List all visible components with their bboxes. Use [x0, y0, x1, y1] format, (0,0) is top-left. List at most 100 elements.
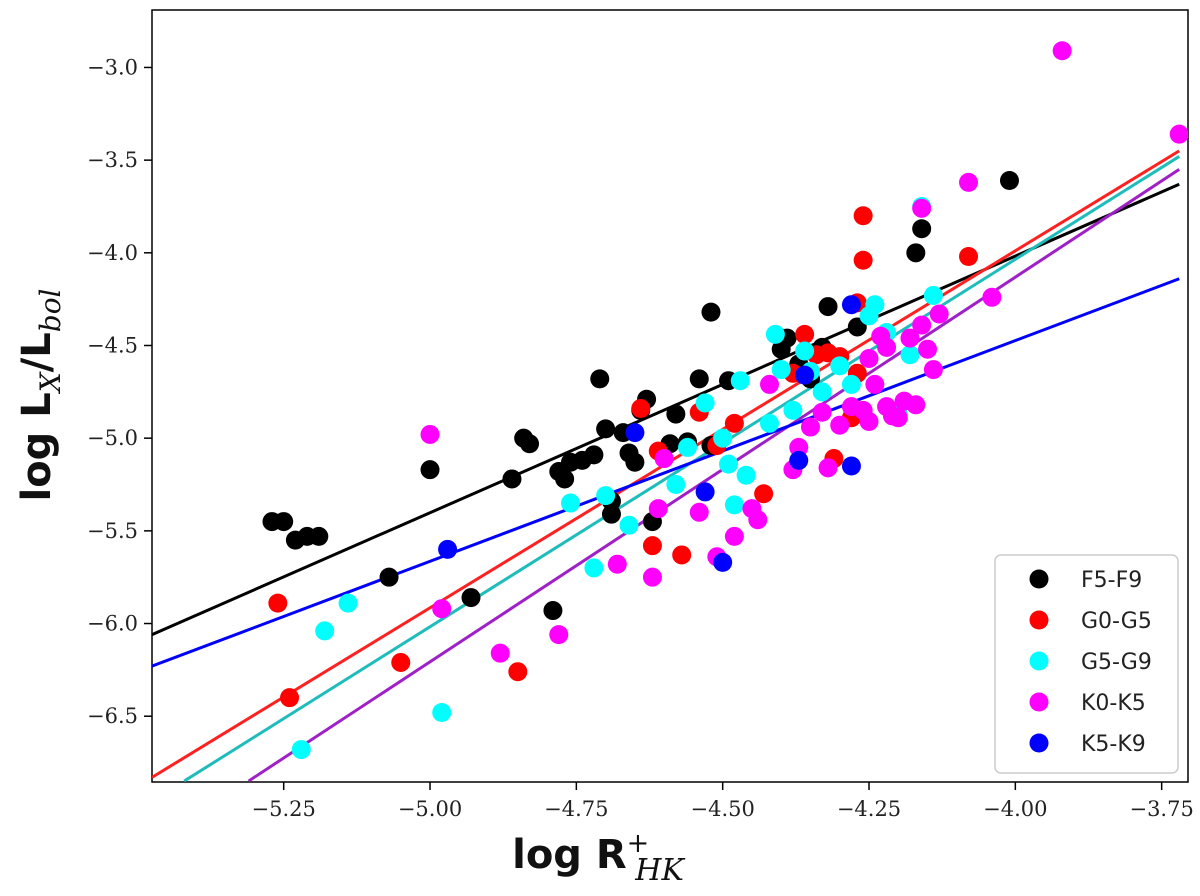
y-tick-label: −5.5: [87, 519, 138, 543]
y-tick-label: −3.0: [87, 55, 138, 79]
point-k5-k9: [841, 295, 861, 315]
point-k0-k5: [490, 643, 510, 663]
x-tick-label: −3.75: [1129, 797, 1193, 821]
point-k5-k9: [625, 423, 645, 443]
point-k0-k5: [648, 499, 668, 519]
point-k0-k5: [923, 360, 943, 380]
point-g0-g5: [853, 206, 873, 226]
x-tick-label: −4.00: [983, 797, 1047, 821]
point-f5-f9: [906, 243, 926, 263]
x-axis-title: log R+ HK: [512, 828, 685, 888]
point-k0-k5: [549, 625, 569, 645]
point-k0-k5: [818, 458, 838, 478]
x-axis-title-sub: HK: [634, 853, 685, 888]
point-k0-k5: [748, 510, 768, 530]
point-g5-g9: [584, 558, 604, 578]
point-f5-f9: [274, 512, 294, 532]
point-k0-k5: [888, 408, 908, 428]
fit-line-k0-k5: [247, 168, 1181, 782]
legend-label-g0-g5: G0-G5: [1081, 609, 1152, 634]
point-k0-k5: [900, 328, 920, 348]
y-axis-title-sub2: bol: [34, 288, 67, 332]
y-tick-label: −6.5: [87, 704, 138, 728]
point-k0-k5: [830, 415, 850, 435]
point-g5-g9: [830, 356, 850, 376]
point-k0-k5: [654, 449, 674, 469]
point-k5-k9: [795, 365, 815, 385]
point-k0-k5: [607, 554, 627, 574]
point-g5-g9: [760, 413, 780, 433]
y-axis-title-slash: /L: [14, 332, 60, 372]
point-k0-k5: [800, 417, 820, 437]
point-k0-k5: [859, 411, 879, 431]
point-g0-g5: [268, 593, 288, 613]
point-k0-k5: [642, 567, 662, 587]
data-points: [262, 41, 1188, 760]
x-axis: −5.25 −5.00 −4.75 −4.50 −4.25 −4.00 −3.75: [252, 782, 1194, 821]
legend-marker-g0-g5: [1029, 610, 1049, 630]
point-g0-g5: [642, 536, 662, 556]
point-f5-f9: [555, 469, 575, 489]
point-g0-g5: [280, 688, 300, 708]
point-k5-k9: [438, 539, 458, 559]
point-k0-k5: [859, 348, 879, 368]
point-g0-g5: [754, 484, 774, 504]
point-f5-f9: [912, 219, 932, 239]
legend: F5-F9 G0-G5 G5-G9 K0-K5 K5-K9: [994, 554, 1179, 774]
point-k0-k5: [420, 424, 440, 444]
point-f5-f9: [666, 404, 686, 424]
point-f5-f9: [420, 460, 440, 480]
point-g5-g9: [619, 515, 639, 535]
point-k0-k5: [912, 315, 932, 335]
point-g5-g9: [666, 475, 686, 495]
point-g5-g9: [719, 454, 739, 474]
point-f5-f9: [601, 504, 621, 524]
point-g5-g9: [338, 593, 358, 613]
point-f5-f9: [379, 567, 399, 587]
point-g5-g9: [900, 345, 920, 365]
point-g0-g5: [724, 413, 744, 433]
point-g5-g9: [736, 465, 756, 485]
fit-line-k5-k9: [152, 277, 1180, 668]
y-axis: −6.5 −6.0 −5.5 −5.0 −4.5 −4.0 −3.5 −3.0: [87, 55, 152, 728]
point-f5-f9: [584, 445, 604, 465]
point-k5-k9: [713, 552, 733, 572]
legend-label-f5-f9: F5-F9: [1081, 568, 1142, 593]
point-f5-f9: [502, 469, 522, 489]
point-g5-g9: [291, 740, 311, 760]
point-k0-k5: [877, 337, 897, 357]
legend-label-g5-g9: G5-G9: [1081, 650, 1152, 675]
point-g0-g5: [391, 652, 411, 672]
point-g0-g5: [508, 662, 528, 682]
point-g5-g9: [771, 360, 791, 380]
point-g5-g9: [678, 437, 698, 457]
point-g5-g9: [923, 285, 943, 305]
point-k0-k5: [1052, 41, 1072, 61]
y-tick-label: −4.0: [87, 241, 138, 265]
point-g5-g9: [695, 393, 715, 413]
point-g0-g5: [672, 545, 692, 565]
fit-line-f5-f9: [152, 182, 1180, 637]
point-k0-k5: [1169, 124, 1188, 144]
point-g5-g9: [315, 621, 335, 641]
x-axis-title-sup: +: [627, 828, 650, 859]
point-f5-f9: [543, 601, 563, 621]
y-tick-label: −3.5: [87, 148, 138, 172]
point-k0-k5: [865, 374, 885, 394]
point-f5-f9: [701, 302, 721, 322]
point-k0-k5: [982, 287, 1002, 307]
legend-box: [994, 554, 1179, 774]
point-f5-f9: [590, 369, 610, 389]
point-g5-g9: [713, 428, 733, 448]
point-k0-k5: [959, 172, 979, 192]
point-g5-g9: [596, 486, 616, 506]
x-tick-label: −5.00: [398, 797, 462, 821]
x-tick-label: −4.50: [690, 797, 754, 821]
x-tick-label: −5.25: [252, 797, 316, 821]
legend-marker-k5-k9: [1029, 733, 1049, 753]
legend-label-k5-k9: K5-K9: [1081, 732, 1146, 757]
y-axis-title: log LX/Lbol: [14, 288, 67, 501]
point-f5-f9: [689, 369, 709, 389]
point-g5-g9: [865, 295, 885, 315]
point-k0-k5: [929, 304, 949, 324]
